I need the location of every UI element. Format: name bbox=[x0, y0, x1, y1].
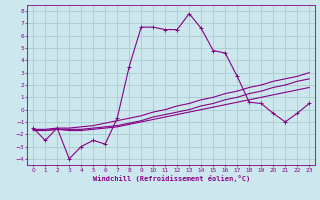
X-axis label: Windchill (Refroidissement éolien,°C): Windchill (Refroidissement éolien,°C) bbox=[92, 175, 250, 182]
